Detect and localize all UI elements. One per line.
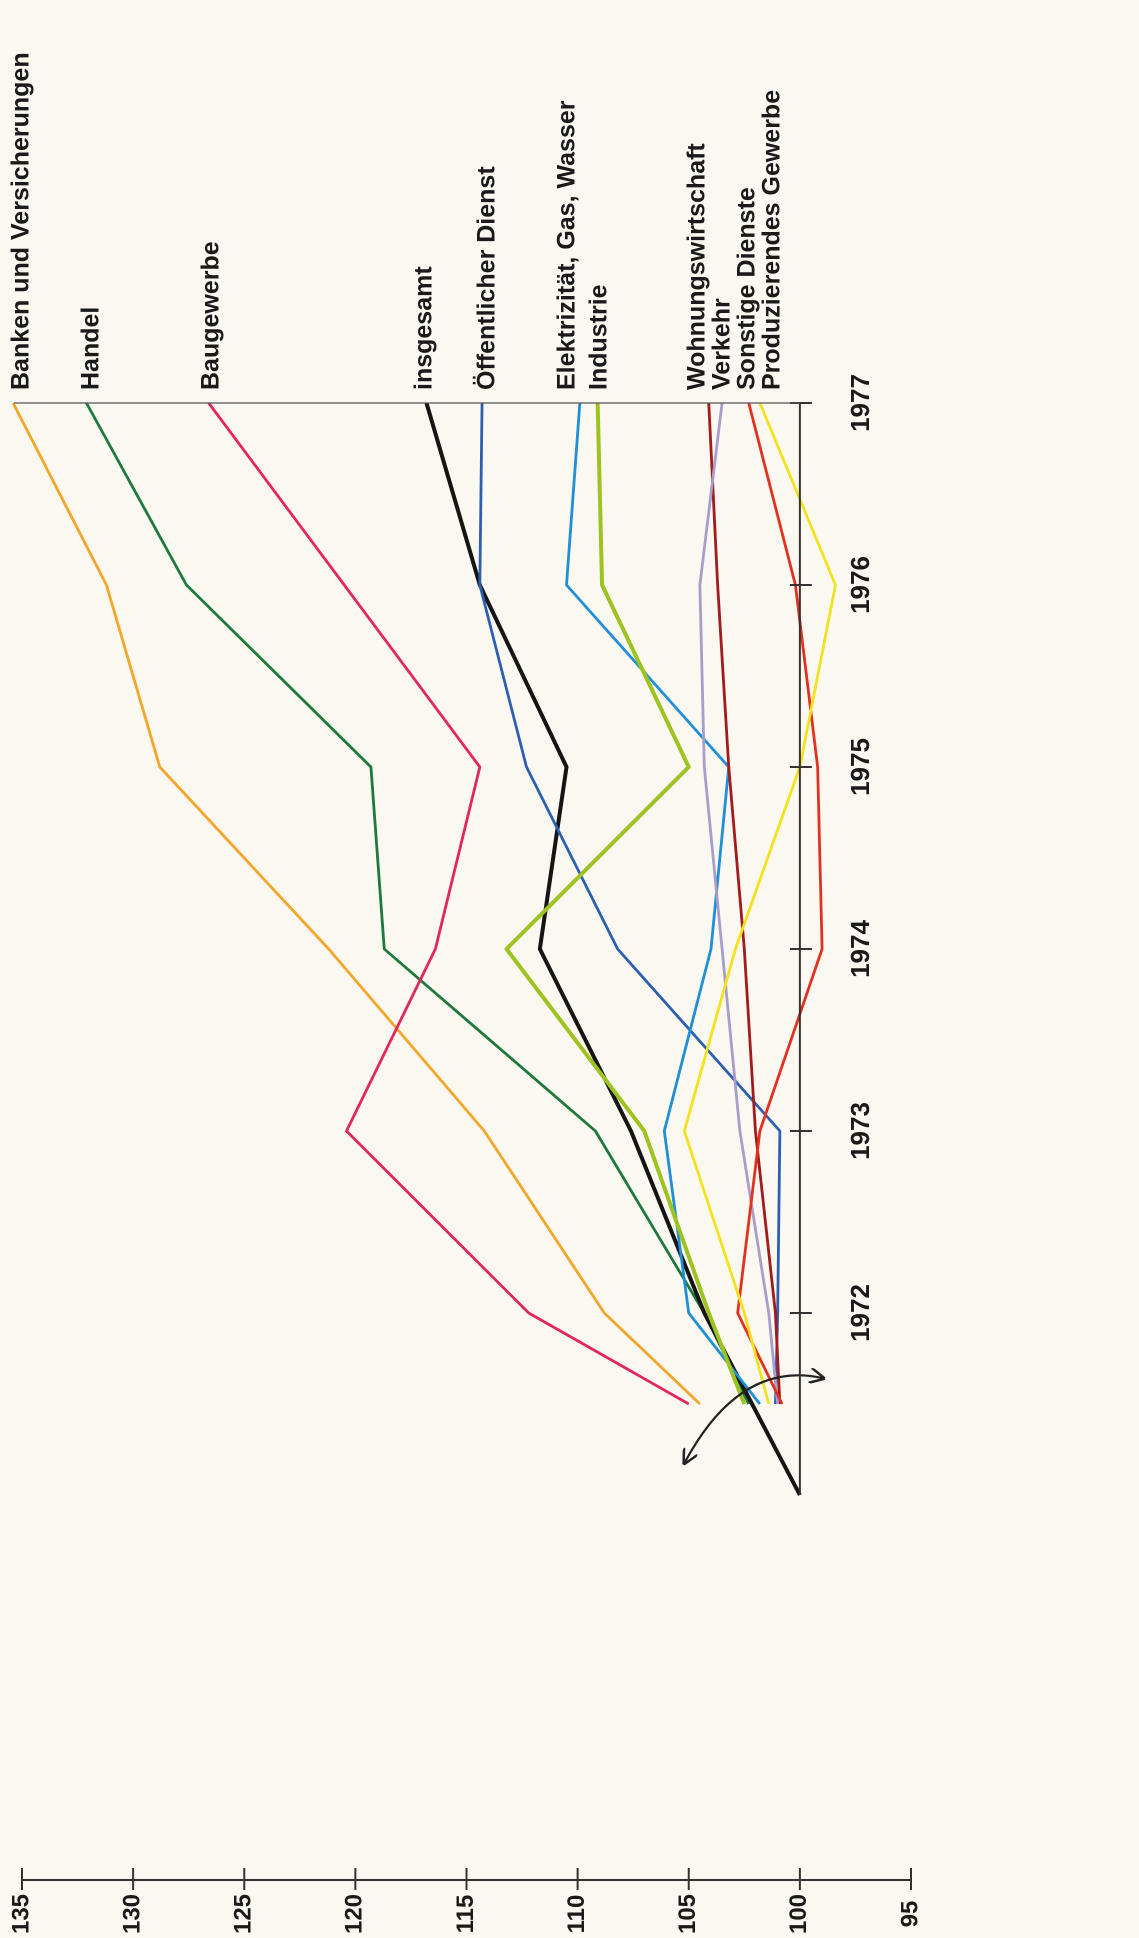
y-tick-label: 135 [7,1894,34,1934]
series-label: Wohnungswirtschaft [683,143,711,390]
series-line [11,402,701,1406]
series-label: Elektrizität, Gas, Wasser [553,100,581,390]
series-label: insgesamt [410,266,438,390]
series-label: Verkehr [708,298,736,390]
y-tick-label: 130 [118,1894,145,1934]
x-tick-label: 1974 [845,920,875,978]
y-tick-label: 100 [785,1894,812,1934]
y-tick-label: 110 [563,1895,590,1934]
series-label: Handel [77,307,105,390]
series-line [478,402,782,1405]
series-label: Produzierendes Gewerbe [758,90,786,390]
series-line [565,402,761,1405]
y-tick-label: 120 [341,1894,368,1934]
y-tick-label: 95 [896,1901,923,1928]
series-line [682,402,837,1405]
x-tick-label: 1977 [845,374,875,432]
series-line [504,402,747,1405]
x-tick-label: 1972 [845,1284,875,1342]
x-tick-label: 1975 [845,738,875,796]
x-tick-label: 1973 [845,1102,875,1160]
x-tick-label: 1976 [845,556,875,614]
series-label: Banken und Versicherungen [7,52,35,390]
series-line [207,402,690,1406]
y-tick-label: 125 [230,1894,257,1934]
y-tick-label: 115 [452,1895,479,1934]
base-shift-arrow [685,1375,822,1462]
y-tick-label: 105 [674,1894,701,1934]
series-label: Industrie [585,284,613,390]
series-label: Sonstige Dienste [733,187,761,390]
series-line [698,402,780,1405]
series-label: Öffentlicher Dienst [472,166,501,390]
series-line [707,402,782,1405]
series-label: Baugewerbe [197,241,225,390]
